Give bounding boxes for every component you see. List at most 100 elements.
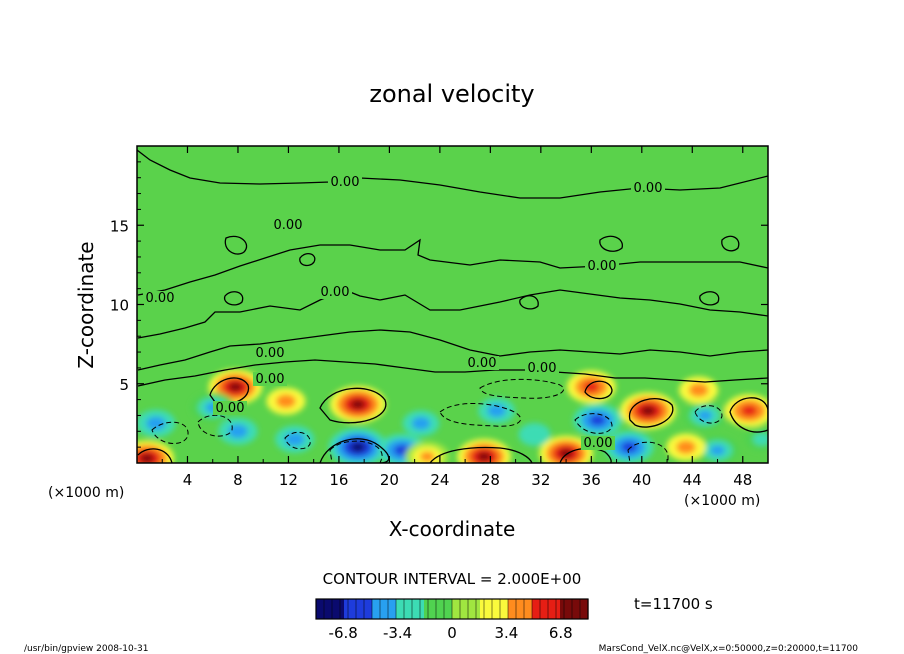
colorbar-segment [392,599,397,619]
contour-label: 0.00 [528,361,557,376]
x-tick-label: 32 [531,471,550,489]
contour-line [137,359,768,387]
x-tick-label: 16 [329,471,348,489]
colorbar-segment [320,599,325,619]
contour-label-bg [213,401,247,415]
field-feature [688,383,709,397]
colorbar-segment [476,599,481,619]
field-feature [740,405,758,417]
colorbar-segment [484,599,489,619]
colorbar-segment [564,599,569,619]
colorbar-segment [404,599,409,619]
colorbar-segment [436,599,441,619]
contour-label-bg [253,372,287,386]
colorbar-segment [412,599,417,619]
contour-line [329,440,383,463]
contour-label-bg [585,259,619,273]
y-axis-label: Z-coordinate [74,241,98,368]
colorbar-segment [560,599,565,619]
y-tick-label: 10 [110,297,129,315]
contour-line [224,235,248,255]
contour-label: 0.00 [468,356,497,371]
x-tick-label: 44 [683,471,702,489]
colorbar-segment [444,599,449,619]
colorbar-tick-label: -3.4 [383,624,412,642]
colorbar-segment [348,599,353,619]
contour-label: 0.00 [588,259,617,274]
field-feature [518,422,551,446]
contour-line [319,438,390,463]
colorbar-segment [576,599,581,619]
colorbar-segment [340,599,345,619]
contour-label: 0.00 [274,218,303,233]
colorbar-segment [420,599,425,619]
colorbar-segment [452,599,457,619]
colorbar-segment [580,599,585,619]
x-tick-label: 20 [380,471,399,489]
contour-line [629,398,674,428]
colorbar-segment [352,599,357,619]
contour-label-bg [318,285,352,299]
contour-line [479,378,564,399]
contour-label: 0.00 [584,436,613,451]
contour-label: 0.00 [256,346,285,361]
contour-label: 0.00 [321,285,350,300]
colorbar-segment [464,599,469,619]
colorbar-segment [380,599,385,619]
contour-line [559,447,612,463]
contour-label-bg [581,436,615,450]
contour-line [284,431,311,450]
colorbar-segment [556,599,561,619]
colorbar-segment [336,599,341,619]
field-feature [487,404,506,418]
field-feature [621,441,638,453]
colorbar-segment [568,599,573,619]
colorbar-segment [488,599,493,619]
time-label: t=11700 s [634,595,713,613]
colorbar-segment [428,599,433,619]
colorbar-segment [396,599,401,619]
contour-label: 0.00 [331,175,360,190]
field-feature [697,410,713,421]
colorbar-tick-label: 0 [447,624,457,642]
colorbar-segment [584,599,589,619]
contour-line [137,448,173,463]
contour-line [599,235,623,252]
contour-line [439,403,522,427]
contour-line [299,252,316,267]
field-feature [419,451,435,462]
contour-label-bg [328,175,362,189]
colorbar-segment [528,599,533,619]
field-feature [228,382,243,392]
colorbar-segment [372,599,377,619]
contour-line [694,405,723,424]
field-feature [753,433,768,446]
contour-label-bg [253,346,287,360]
field-feature [276,394,296,408]
x-tick-label: 40 [632,471,651,489]
y-tick-label: 5 [119,376,129,394]
contour-label: 0.00 [634,181,663,196]
negative-contours [151,378,723,463]
field-feature [284,432,305,447]
field-feature [676,440,696,454]
x-tick-label: 8 [233,471,243,489]
x-axis-units: (×1000 m) [684,493,760,509]
colorbar-tick-label: -6.8 [329,624,358,642]
x-tick-label: 4 [183,471,193,489]
colorbar-tick-label: 3.4 [494,624,518,642]
field-feature [411,416,431,430]
colorbar-segment [496,599,501,619]
contour-line [627,441,669,463]
field-feature [589,414,606,426]
colorbar-tick-label: 6.8 [549,624,573,642]
colorbar-segment [328,599,333,619]
field-feature [710,445,725,456]
contour-label: 0.00 [256,372,285,387]
colorbar-segment [544,599,549,619]
contour-line [137,238,768,296]
colorbar-segment [448,599,453,619]
colorbar-segment [516,599,521,619]
colorbar-segment [440,599,445,619]
